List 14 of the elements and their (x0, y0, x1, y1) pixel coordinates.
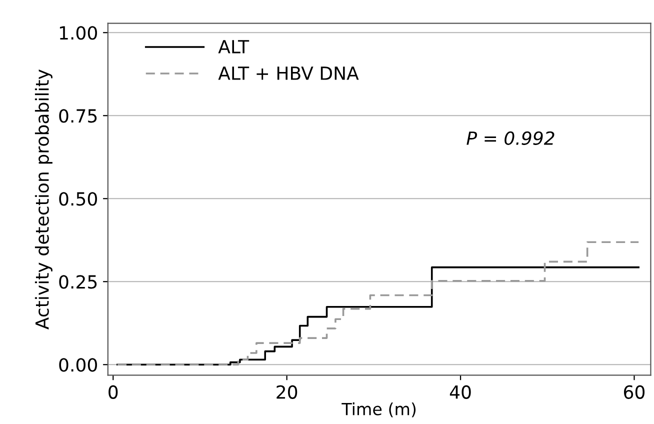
y-axis-title: Activity detection probability (34, 70, 52, 330)
x-tick-label: 0 (108, 385, 118, 399)
y-tick-label: 0.00 (59, 358, 97, 372)
x-tick-label: 40 (450, 385, 471, 399)
y-tick-label: 0.50 (59, 192, 97, 206)
legend-label: ALT + HBV DNA (218, 66, 359, 80)
annotation: P = 0.992 (466, 131, 554, 145)
legend-label: ALT (218, 40, 250, 54)
x-tick-label: 20 (276, 385, 298, 399)
x-tick-label: 60 (624, 385, 645, 399)
y-tick-label: 0.25 (59, 275, 97, 289)
y-tick-label: 0.75 (59, 109, 97, 123)
y-tick-label: 1.00 (60, 26, 97, 40)
x-axis-title: Time (m) (342, 402, 416, 418)
